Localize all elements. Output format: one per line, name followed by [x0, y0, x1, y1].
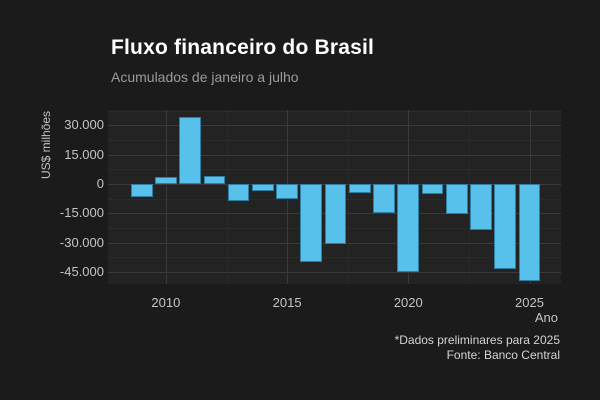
bar-2009 [130, 184, 153, 198]
bar-2020 [397, 184, 420, 273]
chart-subtitle: Acumulados de janeiro a julho [111, 69, 299, 85]
x-tick-label: 2020 [393, 295, 423, 310]
x-tick-label: 2015 [272, 295, 302, 310]
bar-2017 [324, 184, 347, 245]
y-tick-label: -30.000 [59, 234, 104, 250]
bar-2012 [203, 175, 226, 184]
v-gridline-major [165, 110, 167, 284]
bar-2025 [518, 184, 541, 282]
v-gridline-minor [226, 110, 228, 284]
bar-2014 [252, 184, 274, 191]
caption: *Dados preliminares para 2025 Fonte: Ban… [260, 333, 560, 363]
h-gridline-major [108, 154, 561, 156]
bar-2011 [179, 117, 202, 184]
bar-2016 [300, 184, 323, 262]
bar-2019 [373, 184, 395, 213]
y-tick-label: -15.000 [59, 205, 104, 221]
bar-2023 [470, 184, 492, 230]
bar-2010 [155, 176, 177, 184]
x-tick-label: 2025 [515, 295, 544, 310]
h-gridline-minor [108, 169, 561, 171]
h-gridline-minor [108, 140, 561, 142]
y-tick-label: 30.000 [64, 117, 104, 133]
h-gridline-minor [108, 257, 561, 259]
y-tick-label: 15.000 [64, 146, 104, 162]
plot-panel [108, 110, 561, 284]
v-gridline-minor [347, 110, 349, 284]
h-gridline-minor [108, 110, 561, 112]
bar-2018 [348, 184, 371, 194]
bar-2013 [227, 184, 250, 202]
bar-2015 [276, 184, 298, 199]
caption-note: *Dados preliminares para 2025 [394, 333, 560, 347]
x-tick-label: 2010 [151, 295, 181, 310]
bar-2022 [445, 184, 468, 215]
y-tick-label: -45.000 [59, 263, 104, 279]
v-gridline-minor [468, 110, 470, 284]
caption-source: Fonte: Banco Central [446, 348, 560, 362]
y-tick-label: 0 [96, 176, 104, 191]
chart-title: Fluxo financeiro do Brasil [111, 36, 375, 59]
bar-2021 [421, 184, 444, 194]
h-gridline-major [108, 271, 561, 273]
bar-2024 [494, 184, 517, 270]
x-axis-title: Ano [534, 310, 558, 325]
h-gridline-major [108, 125, 561, 127]
